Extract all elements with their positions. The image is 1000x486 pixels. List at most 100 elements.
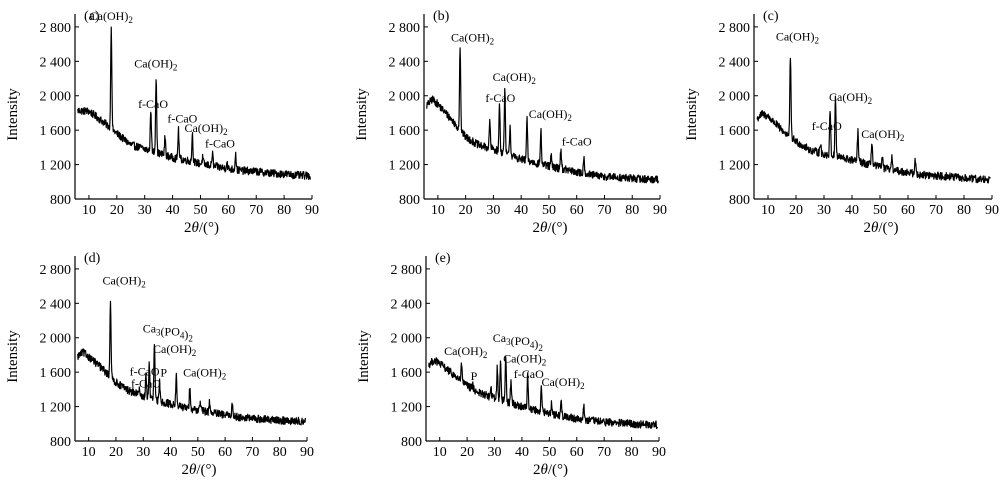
y-tick-label: 1 600 — [389, 124, 421, 139]
x-axis-label-theta: θ — [540, 220, 548, 236]
x-tick-label: 80 — [957, 203, 971, 218]
peak-annotation: Ca(OH)2 — [103, 273, 146, 289]
x-tick-label: 90 — [653, 203, 667, 218]
x-tick-label: 40 — [845, 203, 859, 218]
x-tick-label: 10 — [433, 445, 447, 460]
panel-label: (a) — [84, 9, 100, 24]
peak-annotation-subscript: 2 — [868, 96, 873, 106]
peak-annotation-subscript: 2 — [173, 62, 178, 72]
peak-annotation-part: ) — [534, 337, 538, 351]
peak-annotation: f-CaO — [167, 111, 197, 125]
y-tick-label: 2 400 — [40, 55, 72, 70]
peak-annotation-part: Ca(OH) — [444, 344, 483, 358]
x-tick-label: 60 — [218, 445, 232, 460]
y-tick-label: 2 400 — [389, 55, 421, 70]
y-tick-label: 2 800 — [719, 21, 751, 36]
peak-annotation-subscript: 2 — [900, 133, 905, 143]
x-tick-label: 80 — [277, 203, 291, 218]
peak-annotation-subscript: 2 — [483, 350, 488, 360]
x-axis-label: 2θ/(°) — [184, 220, 219, 236]
peak-annotation-part: Ca — [493, 331, 507, 345]
y-axis-label: Intensity — [356, 330, 372, 383]
y-tick-label: 800 — [401, 435, 422, 450]
y-tick-label: 1 600 — [391, 366, 423, 381]
peak-annotation-part: Ca(OH) — [503, 352, 542, 366]
peak-annotation: Ca(OH)2 — [861, 127, 904, 143]
peak-annotation: Ca(OH)2 — [183, 365, 226, 381]
y-tick-label: 1 600 — [40, 366, 72, 381]
x-tick-label: 80 — [625, 445, 639, 460]
x-tick-label: 90 — [305, 203, 319, 218]
x-axis-label-theta: θ — [191, 220, 199, 236]
peak-annotation-part: (PO — [511, 334, 531, 348]
peak-annotation-part: (PO — [161, 325, 181, 339]
peak-annotation: Ca3(PO4)2 — [493, 331, 543, 353]
x-tick-label: 60 — [570, 445, 584, 460]
y-tick-label: 1 200 — [719, 159, 751, 174]
x-axis-label: 2θ/(°) — [181, 462, 216, 478]
peak-annotation-part: f-CaO — [138, 97, 168, 111]
peak-annotation-subscript: 2 — [128, 15, 133, 25]
x-tick-label: 30 — [486, 203, 500, 218]
y-tick-label: 2 000 — [391, 332, 423, 347]
x-tick-label: 70 — [929, 203, 943, 218]
peak-annotation-part: Ca(OH) — [529, 107, 568, 121]
x-axis-label-suffix: /(°) — [878, 220, 898, 236]
y-tick-label: 800 — [729, 193, 750, 208]
y-tick-label: 2 400 — [719, 55, 751, 70]
panel-label: (d) — [84, 251, 101, 266]
peak-annotation: Ca(OH)2 — [529, 107, 572, 123]
x-tick-label: 60 — [221, 203, 235, 218]
y-axis-label: Intensity — [354, 88, 370, 141]
y-tick-label: 2 000 — [389, 90, 421, 105]
peak-annotation-part: Ca(OH) — [861, 127, 900, 141]
peak-annotation-subscript: 2 — [490, 37, 495, 47]
y-tick-label: 2 800 — [40, 263, 72, 278]
diffraction-trace — [77, 26, 311, 180]
peak-annotation: f-CaO — [812, 119, 842, 133]
x-axis-label-prefix: 2 — [533, 462, 541, 478]
x-tick-label: 90 — [300, 445, 314, 460]
xrd-panel-e: 800 1 200 1 600 2 000 2 400 2 800 10 20 30 40 50 60… — [356, 251, 666, 478]
y-tick-label: 1 200 — [40, 401, 72, 416]
peak-annotation: f-CaO — [130, 365, 160, 379]
peak-annotation-part: Ca(OH) — [776, 30, 815, 44]
peak-annotation-subscript: 2 — [192, 348, 197, 358]
peak-annotation-part: f-CaO — [131, 377, 161, 391]
y-tick-label: 2 000 — [40, 90, 72, 105]
y-tick-label: 2 800 — [389, 21, 421, 36]
peak-annotation: f-CaO — [131, 377, 161, 391]
y-tick-label: 2 000 — [719, 90, 751, 105]
x-axis-label: 2θ/(°) — [863, 220, 898, 236]
x-axis-label-suffix: /(°) — [547, 220, 567, 236]
diffraction-trace — [77, 300, 306, 426]
peak-annotation-subscript: 2 — [567, 113, 572, 123]
peak-annotation: Ca(OH)2 — [503, 352, 546, 368]
peak-annotation: Ca(OH)2 — [776, 30, 819, 46]
diffraction-trace — [428, 356, 658, 430]
x-tick-label: 10 — [761, 203, 775, 218]
x-tick-label: 20 — [460, 445, 474, 460]
x-tick-label: 90 — [985, 203, 999, 218]
peak-annotation-part: Ca(OH) — [184, 121, 223, 135]
x-tick-label: 70 — [245, 445, 259, 460]
y-tick-label: 1 200 — [391, 401, 423, 416]
y-tick-label: 1 600 — [719, 124, 751, 139]
diffraction-trace — [756, 57, 991, 184]
x-tick-label: 40 — [515, 445, 529, 460]
peak-annotation-part: ) — [184, 328, 188, 342]
peak-annotation: Ca(OH)2 — [541, 375, 584, 391]
peak-annotation-part: Ca(OH) — [493, 70, 532, 84]
peak-annotation-part: f-CaO — [812, 119, 842, 133]
peak-annotation: Ca3(PO4)2 — [143, 322, 193, 344]
x-tick-label: 80 — [273, 445, 287, 460]
peak-annotation-subscript: 2 — [222, 371, 227, 381]
peak-annotation-part: Ca(OH) — [183, 365, 222, 379]
y-axis-label: Intensity — [5, 330, 21, 383]
y-tick-label: 800 — [399, 193, 420, 208]
x-axis-label-suffix: /(°) — [196, 462, 216, 478]
peak-annotation-part: P — [471, 369, 478, 383]
x-axis-label-suffix: /(°) — [548, 462, 568, 478]
y-axis-label: Intensity — [684, 88, 700, 141]
